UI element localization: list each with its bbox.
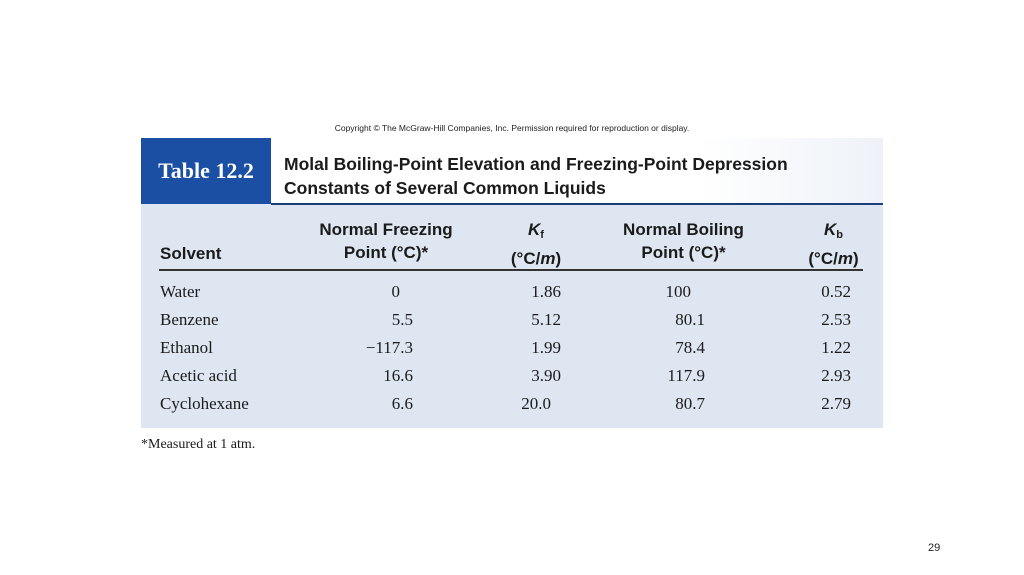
cell-boiling: 80.1 [675, 310, 705, 329]
cell-kf: 1.86 [531, 282, 561, 301]
cell-boiling: 100 [665, 282, 692, 301]
cell-kb: 2.93 [821, 366, 851, 385]
header-boiling-point: Normal Boiling Point (°C)* [623, 220, 744, 262]
cell-kb: 0.52 [821, 282, 851, 301]
cell-kf: 1.99 [531, 338, 561, 357]
cell-boiling: 78.4 [675, 338, 705, 357]
cell-solvent: Cyclohexane [160, 394, 249, 413]
header-freezing-point: Normal Freezing Point (°C)* [319, 220, 453, 262]
header-solvent: Solvent [160, 244, 222, 263]
title-divider [271, 203, 883, 205]
table-number-tag: Table 12.2 [141, 138, 271, 204]
cell-kb: 1.22 [821, 338, 851, 357]
cell-kb: 2.79 [821, 394, 851, 413]
table-footnote: *Measured at 1 atm. [141, 437, 256, 452]
copyright-notice: Copyright © The McGraw-Hill Companies, I… [334, 123, 690, 133]
cell-freezing: 0 [391, 282, 401, 301]
cell-solvent: Acetic acid [160, 366, 237, 385]
header-kb: Kb (°C/m) [808, 220, 859, 268]
cell-freezing: −117.3 [365, 338, 413, 357]
cell-solvent: Water [160, 282, 201, 301]
data-table: Table 12.2 Molal Boiling-Point Elevation… [141, 138, 883, 428]
cell-kf: 3.90 [531, 366, 561, 385]
cell-solvent: Ethanol [160, 338, 213, 357]
table-title: Molal Boiling-Point Elevation and Freezi… [284, 152, 874, 200]
cell-solvent: Benzene [160, 310, 219, 329]
table-title-band: Table 12.2 Molal Boiling-Point Elevation… [141, 138, 883, 205]
page-number: 29 [928, 542, 941, 554]
cell-kf: 20.0 [521, 394, 551, 413]
header-kf: Kf (°C/m) [510, 220, 562, 268]
table-title-line-2: Constants of Several Common Liquids [284, 178, 606, 198]
cell-boiling: 117.9 [667, 366, 705, 385]
cell-kf: 5.12 [531, 310, 561, 329]
cell-kb: 2.53 [821, 310, 851, 329]
cell-freezing: 16.6 [383, 366, 413, 385]
cell-freezing: 6.6 [391, 394, 413, 413]
cell-boiling: 80.7 [675, 394, 705, 413]
header-divider [159, 269, 863, 271]
table-title-line-1: Molal Boiling-Point Elevation and Freezi… [284, 154, 788, 174]
cell-freezing: 5.5 [391, 310, 413, 329]
